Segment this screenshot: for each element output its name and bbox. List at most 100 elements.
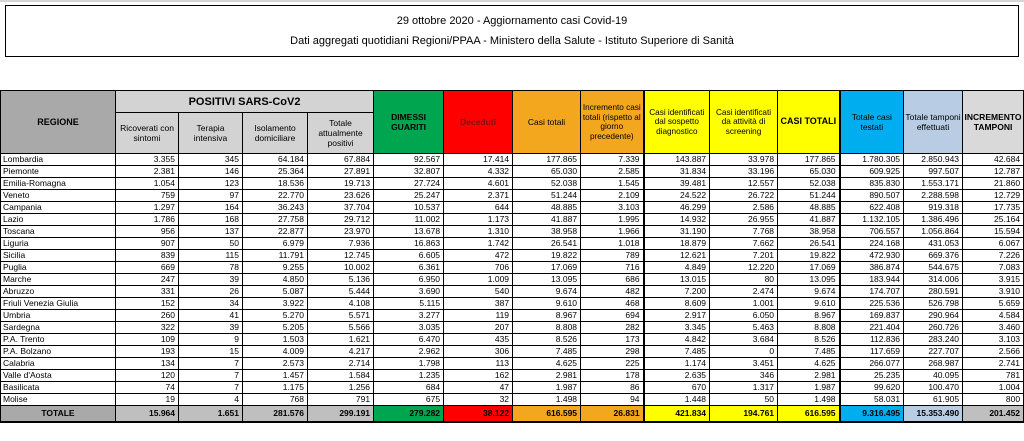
cell-tamponi: 2.288.598	[903, 189, 964, 202]
cell-tamponi: 290.964	[903, 309, 964, 322]
cell-casi_totali_2: 26.541	[777, 237, 841, 250]
cell-incremento_tamponi: 42.684	[962, 153, 1024, 166]
cell-casi_totali: 19.822	[512, 249, 582, 262]
cell-ricoverati: 1.786	[115, 213, 179, 226]
cell-dimessi: 10.537	[373, 201, 445, 214]
cell-tot_positivi: 5.136	[306, 273, 375, 286]
region-name: Valle d'Aosta	[0, 369, 116, 382]
cell-terapia: 137	[178, 225, 243, 238]
cell-deceduti: 119	[443, 309, 514, 322]
cell-dimessi: 27.724	[373, 177, 445, 190]
cell-screening: 80	[709, 273, 779, 286]
cell-ricoverati: 152	[115, 297, 179, 310]
cell-tamponi: 1.056.864	[903, 225, 964, 238]
cell-sospetto: 421.834	[642, 405, 711, 423]
cell-incremento_tamponi: 17.735	[962, 201, 1024, 214]
cell-ricoverati: 759	[115, 189, 179, 202]
cell-tamponi: 669.376	[903, 249, 964, 262]
header-screening: Casi identificati da attività di screeni…	[709, 90, 779, 154]
cell-casi_totali_2: 9.674	[777, 285, 841, 298]
cell-tot_positivi: 37.704	[306, 201, 375, 214]
cell-isolamento: 9.255	[242, 261, 308, 274]
cell-screening: 6.050	[709, 309, 779, 322]
cell-dimessi: 25.247	[373, 189, 445, 202]
cell-dimessi: 684	[373, 381, 445, 394]
cell-sospetto: 7.485	[642, 345, 711, 358]
cell-casi_testati: 1.132.105	[838, 213, 905, 226]
table-row: Friuli Venezia Giulia 152 34 3.922 4.108 5.11…	[0, 297, 1024, 310]
cell-sospetto: 46.299	[642, 201, 711, 214]
cell-casi_testati: 183.944	[838, 273, 905, 286]
cell-incremento_casi: 694	[580, 309, 645, 322]
cell-casi_testati: 58.031	[838, 393, 905, 406]
cell-casi_testati: 266.077	[838, 357, 905, 370]
cell-tot_positivi: 67.884	[306, 153, 375, 166]
cell-screening: 2.474	[709, 285, 779, 298]
cell-incremento_tamponi: 21.860	[962, 177, 1024, 190]
cell-isolamento: 18.536	[242, 177, 308, 190]
cell-casi_totali: 38.958	[512, 225, 582, 238]
cell-screening: 2.586	[709, 201, 779, 214]
cell-casi_totali_2: 7.485	[777, 345, 841, 358]
region-name: Sicilia	[0, 249, 116, 262]
region-name: Lazio	[0, 213, 116, 226]
cell-tamponi: 431.053	[903, 237, 964, 250]
region-name: Sardegna	[0, 321, 116, 334]
table-row: Sardegna 322 39 5.205 5.566 3.035 207 8.808 282 3…	[0, 321, 1024, 334]
cell-deceduti: 113	[443, 357, 514, 370]
cell-deceduti: 32	[443, 393, 514, 406]
table-row: Emilia-Romagna 1.054 123 18.536 19.713 27.724…	[0, 177, 1024, 190]
cell-tot_positivi: 5.444	[306, 285, 375, 298]
cell-tot_positivi: 1.584	[306, 369, 375, 382]
cell-tamponi: 283.240	[903, 333, 964, 346]
header-casi-testati: Totale casi testati	[838, 90, 905, 154]
cell-tot_positivi: 10.002	[306, 261, 375, 274]
cell-incremento_tamponi: 2.741	[962, 357, 1024, 370]
cell-isolamento: 5.270	[242, 309, 308, 322]
cell-deceduti: 306	[443, 345, 514, 358]
cell-terapia: 97	[178, 189, 243, 202]
region-name: Friuli Venezia Giulia	[0, 297, 116, 310]
cell-casi_totali: 9.610	[512, 297, 582, 310]
cell-incremento_casi: 2.109	[580, 189, 645, 202]
region-name: Piemonte	[0, 165, 116, 178]
cell-terapia: 9	[178, 333, 243, 346]
cell-terapia: 34	[178, 297, 243, 310]
cell-deceduti: 540	[443, 285, 514, 298]
cell-tot_positivi: 23.970	[306, 225, 375, 238]
cell-isolamento: 3.922	[242, 297, 308, 310]
cell-ricoverati: 331	[115, 285, 179, 298]
table-row: Marche 247 39 4.850 5.136 6.950 1.009 13.095 686…	[0, 273, 1024, 286]
table-row: Liguria 907 50 6.979 7.936 16.863 1.742 26.541 1…	[0, 237, 1024, 250]
cell-terapia: 146	[178, 165, 243, 178]
cell-casi_totali_2: 1.498	[777, 393, 841, 406]
cell-sospetto: 31.834	[642, 165, 711, 178]
region-name: Molise	[0, 393, 116, 406]
cell-deceduti: 17.414	[443, 153, 514, 166]
cell-deceduti: 472	[443, 249, 514, 262]
cell-dimessi: 3.690	[373, 285, 445, 298]
cell-tamponi: 997.507	[903, 165, 964, 178]
cell-terapia: 115	[178, 249, 243, 262]
cell-sospetto: 670	[642, 381, 711, 394]
cell-casi_totali: 177.865	[512, 153, 582, 166]
cell-terapia: 26	[178, 285, 243, 298]
cell-tot_positivi: 791	[306, 393, 375, 406]
cell-tot_positivi: 2.714	[306, 357, 375, 370]
cell-screening: 346	[709, 369, 779, 382]
cell-incremento_tamponi: 6.067	[962, 237, 1024, 250]
cell-dimessi: 6.605	[373, 249, 445, 262]
cell-dimessi: 16.863	[373, 237, 445, 250]
cell-ricoverati: 3.355	[115, 153, 179, 166]
cell-incremento_tamponi: 781	[962, 369, 1024, 382]
cell-incremento_casi: 26.831	[580, 405, 645, 423]
cell-casi_totali_2: 65.030	[777, 165, 841, 178]
cell-terapia: 4	[178, 393, 243, 406]
cell-terapia: 7	[178, 369, 243, 382]
cell-incremento_casi: 86	[580, 381, 645, 394]
cell-incremento_casi: 225	[580, 357, 645, 370]
cell-incremento_casi: 94	[580, 393, 645, 406]
cell-casi_testati: 169.837	[838, 309, 905, 322]
cell-incremento_casi: 178	[580, 369, 645, 382]
cell-casi_totali_2: 8.526	[777, 333, 841, 346]
